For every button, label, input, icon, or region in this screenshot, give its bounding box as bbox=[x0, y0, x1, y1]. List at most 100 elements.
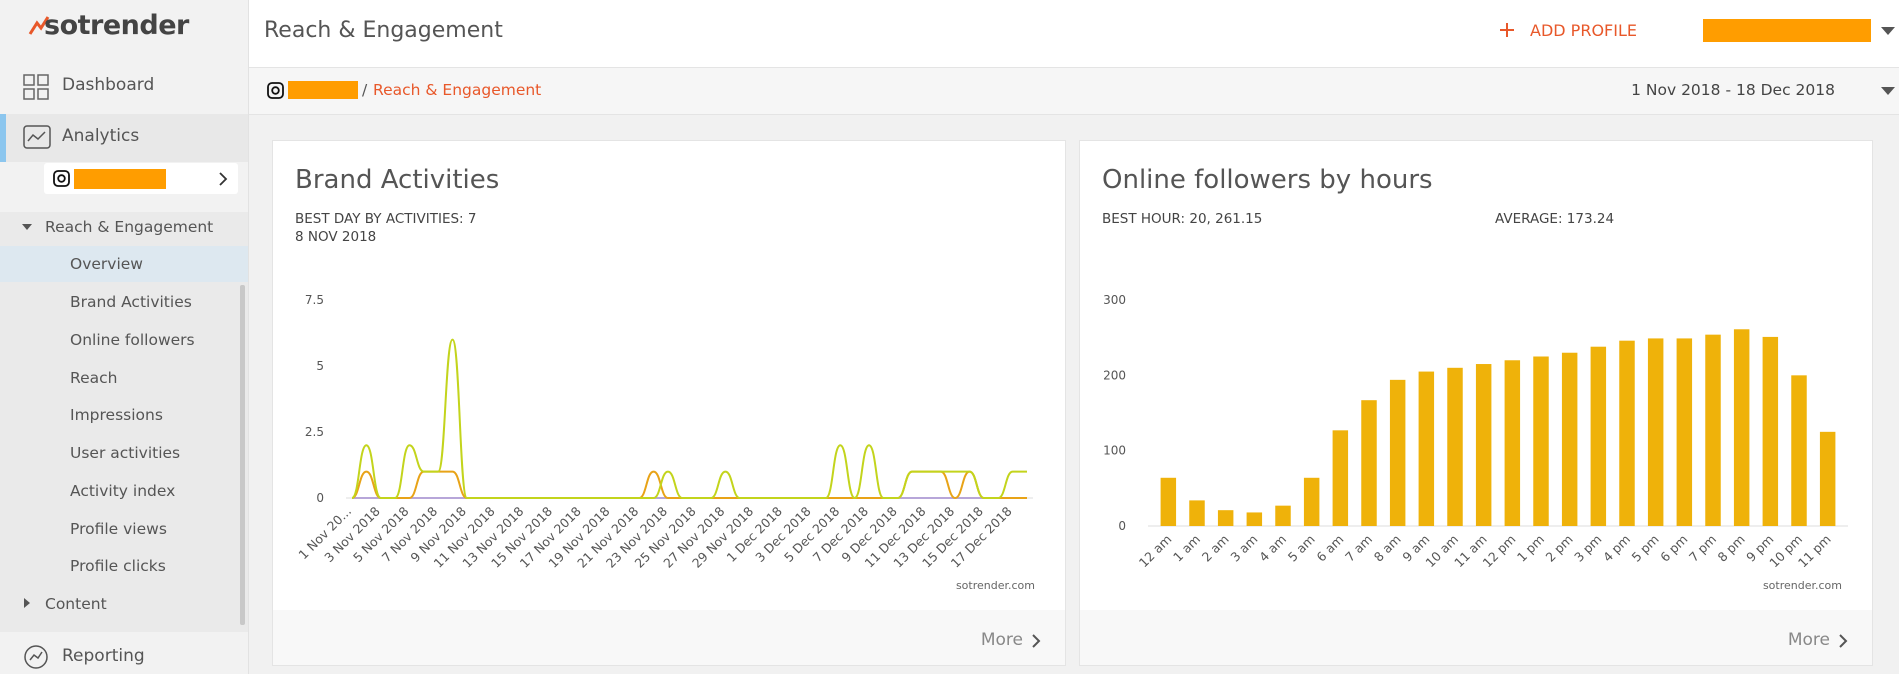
section-title[interactable]: Reach & Engagement bbox=[45, 218, 214, 236]
breadcrumb-separator: / bbox=[362, 81, 368, 99]
bar bbox=[1217, 510, 1234, 526]
x-tick-label: 8 pm bbox=[1715, 532, 1748, 565]
y-tick-label: 300 bbox=[1103, 293, 1126, 307]
bar bbox=[1389, 379, 1406, 526]
x-tick-label: 1 pm bbox=[1514, 532, 1547, 565]
bar bbox=[1533, 356, 1549, 526]
y-tick-label: 200 bbox=[1103, 368, 1126, 382]
scrollbar[interactable] bbox=[240, 285, 245, 625]
x-tick-label: 5 am bbox=[1285, 532, 1318, 565]
bar bbox=[1447, 367, 1463, 526]
y-tick-label: 5 bbox=[316, 359, 324, 373]
plus-icon bbox=[1500, 23, 1514, 37]
card-title: Online followers by hours bbox=[1102, 165, 1433, 195]
submenu-bg bbox=[0, 212, 248, 632]
submenu-item[interactable]: Impressions bbox=[70, 406, 163, 424]
y-tick-label: 7.5 bbox=[305, 293, 324, 307]
card-footer bbox=[273, 610, 1065, 665]
caret-down bbox=[1881, 87, 1895, 95]
submenu-item[interactable]: Overview bbox=[70, 255, 143, 273]
x-tick-label: 6 am bbox=[1313, 532, 1346, 565]
x-tick-label: 3 pm bbox=[1571, 532, 1604, 565]
bar bbox=[1791, 375, 1807, 526]
watermark: sotrender.com bbox=[1763, 579, 1842, 592]
submenu-item[interactable]: Profile clicks bbox=[70, 557, 166, 575]
bar bbox=[1361, 400, 1377, 526]
submenu-item[interactable]: Brand Activities bbox=[70, 293, 192, 311]
caret-right bbox=[24, 598, 30, 608]
x-tick-label: 11 pm bbox=[1795, 532, 1834, 571]
bar bbox=[1275, 505, 1291, 526]
x-tick-label: 7 am bbox=[1342, 532, 1375, 565]
y-tick-label: 0 bbox=[316, 491, 324, 505]
more-chevron bbox=[1839, 634, 1848, 648]
chart: Online followers by hours BEST HOUR: 20, … bbox=[1102, 165, 1848, 650]
bar bbox=[1303, 477, 1320, 526]
instagram-icon bbox=[53, 170, 70, 187]
card-subtitle: BEST HOUR: 20, 261.15 bbox=[1102, 211, 1262, 227]
card-annotation: AVERAGE: 173.24 bbox=[1495, 211, 1614, 227]
x-tick-label: 12 am bbox=[1136, 532, 1175, 571]
y-tick-label: 2.5 bbox=[305, 425, 324, 439]
x-tick-label: 6 pm bbox=[1657, 532, 1690, 565]
series-line bbox=[351, 338, 1027, 500]
submenu-item[interactable]: Reach bbox=[70, 369, 118, 387]
x-tick-label: 2 am bbox=[1199, 532, 1232, 565]
y-tick-label: 100 bbox=[1103, 444, 1126, 458]
logo: sotrender bbox=[44, 10, 189, 41]
submenu-item[interactable]: User activities bbox=[70, 444, 181, 462]
section-title[interactable]: Content bbox=[45, 595, 107, 613]
caret-down bbox=[22, 224, 32, 230]
submenu-item[interactable]: Online followers bbox=[70, 331, 195, 349]
nav-item[interactable]: Dashboard bbox=[62, 75, 155, 95]
instagram-icon bbox=[267, 82, 284, 99]
redacted bbox=[288, 81, 358, 99]
submenu-item[interactable]: Profile views bbox=[70, 520, 167, 538]
redacted bbox=[74, 169, 166, 189]
card-footer bbox=[1080, 610, 1872, 665]
bar bbox=[1619, 340, 1635, 526]
x-tick-label: 4 pm bbox=[1600, 532, 1633, 565]
add-profile[interactable]: ADD PROFILE bbox=[1530, 21, 1637, 40]
y-tick-label: 0 bbox=[1118, 519, 1126, 533]
dashboard-icon bbox=[23, 74, 49, 100]
bar bbox=[1332, 430, 1349, 526]
bar bbox=[1590, 346, 1607, 526]
nav-item[interactable]: Analytics bbox=[62, 126, 140, 146]
chart: Brand Activities BEST DAY BY ACTIVITIES: … bbox=[295, 165, 1041, 650]
bar bbox=[1819, 431, 1836, 526]
more-chevron bbox=[1032, 634, 1041, 648]
more-link: More bbox=[981, 630, 1023, 650]
x-tick-label: 2 pm bbox=[1543, 532, 1576, 565]
watermark: sotrender.com bbox=[956, 579, 1035, 592]
bar bbox=[1504, 360, 1521, 526]
breadcrumb-bar: / Reach & Engagement 1 Nov 2018 - 18 Dec… bbox=[249, 68, 1899, 115]
series-line bbox=[351, 470, 1027, 500]
reporting-icon bbox=[24, 645, 48, 669]
bar bbox=[1418, 371, 1435, 526]
bar bbox=[1733, 329, 1750, 526]
breadcrumb-link[interactable]: Reach & Engagement bbox=[373, 81, 542, 99]
bar bbox=[1475, 364, 1492, 526]
submenu-item[interactable]: Activity index bbox=[70, 482, 176, 500]
x-tick-label: 5 pm bbox=[1629, 532, 1662, 565]
bar bbox=[1246, 512, 1263, 526]
nav-item[interactable]: Reporting bbox=[62, 646, 145, 666]
sidebar: sotrender Dashboard Analytics Reach & En… bbox=[0, 0, 249, 674]
x-tick-label: 1 am bbox=[1170, 532, 1203, 565]
logo-icon bbox=[28, 16, 50, 35]
bar bbox=[1705, 334, 1721, 526]
chart-card: Brand Activities BEST DAY BY ACTIVITIES: … bbox=[272, 140, 1066, 666]
x-tick-label: 12 pm bbox=[1480, 532, 1519, 571]
card-subtitle: BEST DAY BY ACTIVITIES: 7 bbox=[295, 211, 476, 227]
page-title: Reach & Engagement bbox=[264, 18, 503, 43]
x-tick-label: 3 am bbox=[1227, 532, 1260, 565]
x-tick-label: 8 am bbox=[1371, 532, 1404, 565]
date-range[interactable]: 1 Nov 2018 - 18 Dec 2018 bbox=[1631, 81, 1835, 99]
bar bbox=[1160, 477, 1177, 526]
bar bbox=[1676, 338, 1693, 526]
caret-down bbox=[1881, 27, 1895, 35]
card-subtitle: 8 NOV 2018 bbox=[295, 229, 376, 245]
bar bbox=[1189, 500, 1205, 526]
